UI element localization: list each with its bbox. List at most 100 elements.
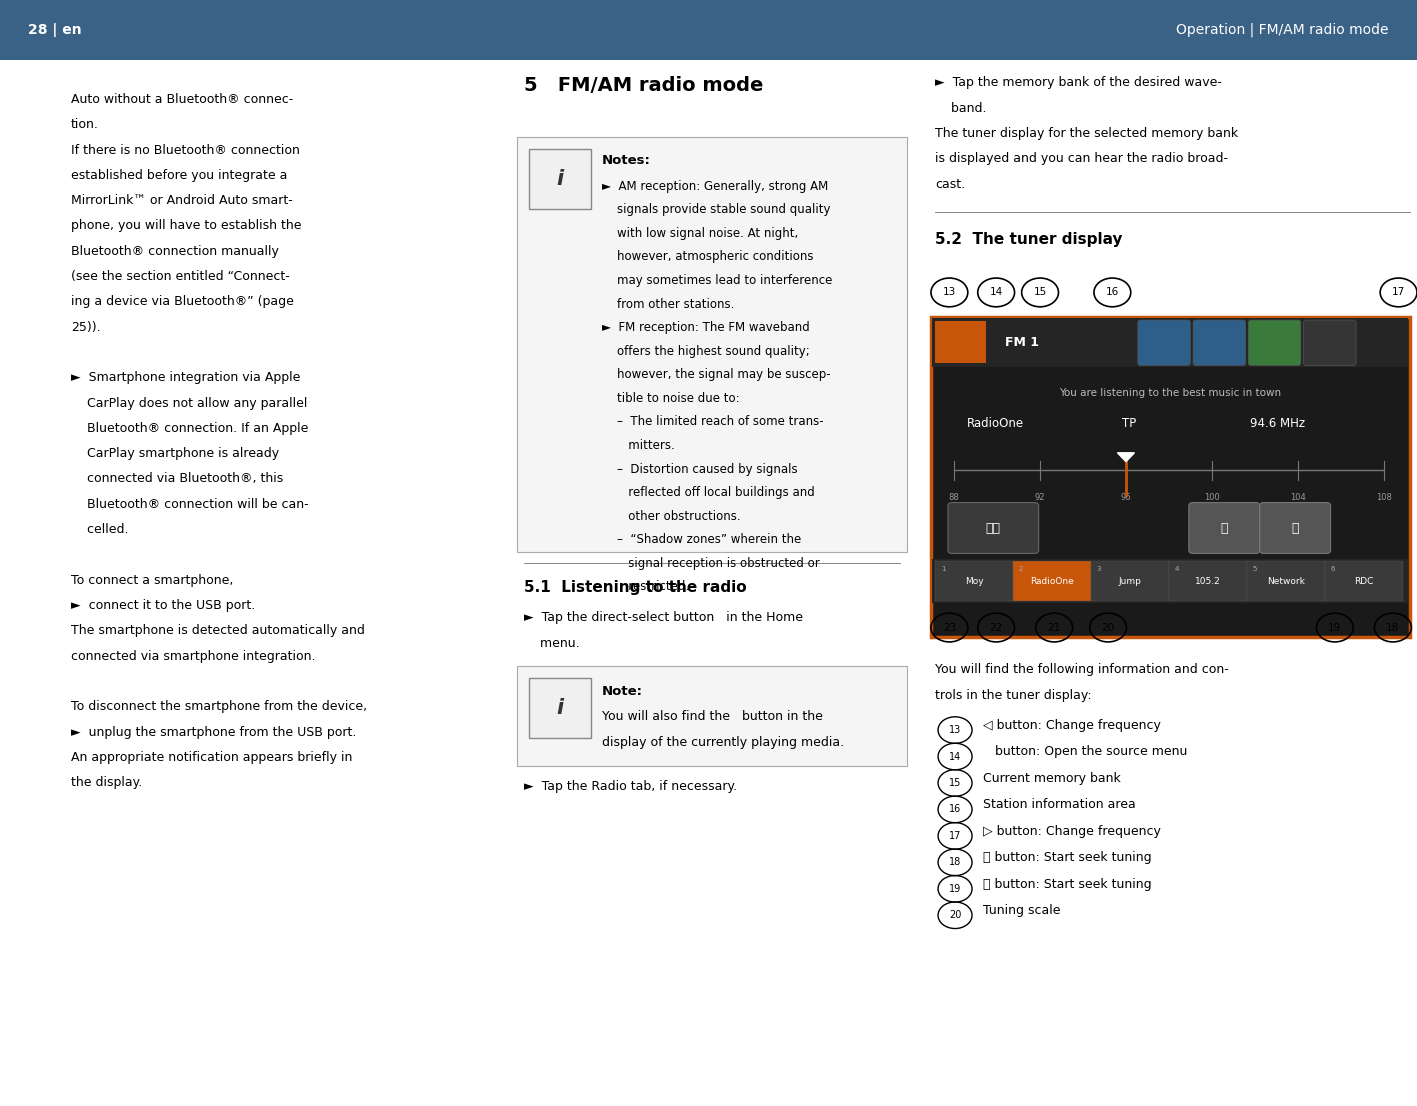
Text: Notes:: Notes: — [602, 154, 650, 167]
Text: 88: 88 — [948, 492, 959, 502]
Text: button: Open the source menu: button: Open the source menu — [983, 745, 1187, 759]
Text: You will also find the   button in the: You will also find the button in the — [602, 710, 823, 723]
Text: TP: TP — [1122, 417, 1136, 430]
Text: ⏭ button: Start seek tuning: ⏭ button: Start seek tuning — [983, 852, 1152, 864]
Text: ⏭: ⏭ — [1291, 522, 1299, 534]
Text: 105.2: 105.2 — [1195, 576, 1221, 585]
Text: Operation | FM/AM radio mode: Operation | FM/AM radio mode — [1176, 22, 1389, 38]
Text: Bluetooth® connection will be can-: Bluetooth® connection will be can- — [71, 498, 309, 511]
Text: You will find the following information and con-: You will find the following information … — [935, 662, 1229, 676]
FancyBboxPatch shape — [1248, 320, 1301, 365]
FancyBboxPatch shape — [935, 321, 986, 363]
Text: To connect a smartphone,: To connect a smartphone, — [71, 574, 234, 586]
Text: 5: 5 — [1253, 565, 1257, 572]
FancyBboxPatch shape — [935, 561, 1013, 601]
Text: The smartphone is detected automatically and: The smartphone is detected automatically… — [71, 624, 364, 637]
Text: 17: 17 — [949, 831, 961, 841]
Text: ►  AM reception: Generally, strong AM: ► AM reception: Generally, strong AM — [602, 179, 829, 192]
Text: 28 | en: 28 | en — [28, 23, 82, 36]
FancyBboxPatch shape — [517, 666, 907, 765]
FancyBboxPatch shape — [1260, 502, 1331, 553]
Text: ►  Smartphone integration via Apple: ► Smartphone integration via Apple — [71, 372, 300, 384]
Text: from other stations.: from other stations. — [602, 298, 734, 311]
Text: 21: 21 — [1047, 623, 1061, 633]
Text: other obstructions.: other obstructions. — [602, 510, 741, 523]
Text: however, the signal may be suscep-: however, the signal may be suscep- — [602, 368, 830, 382]
Text: MirrorLink™ or Android Auto smart-: MirrorLink™ or Android Auto smart- — [71, 195, 292, 207]
Text: –  The limited reach of some trans-: – The limited reach of some trans- — [602, 416, 823, 428]
Text: is displayed and you can hear the radio broad-: is displayed and you can hear the radio … — [935, 153, 1229, 165]
FancyBboxPatch shape — [1169, 561, 1247, 601]
Text: 96: 96 — [1121, 492, 1131, 502]
Text: tible to noise due to:: tible to noise due to: — [602, 392, 740, 405]
Text: the display.: the display. — [71, 776, 142, 790]
Text: menu.: menu. — [524, 637, 580, 650]
Text: 1: 1 — [941, 565, 945, 572]
Text: 20: 20 — [1101, 623, 1115, 633]
Text: trols in the tuner display:: trols in the tuner display: — [935, 689, 1093, 702]
Text: 4: 4 — [1175, 565, 1179, 572]
Text: To disconnect the smartphone from the device,: To disconnect the smartphone from the de… — [71, 700, 367, 713]
Text: tion.: tion. — [71, 118, 99, 132]
Text: 15: 15 — [1033, 288, 1047, 298]
Text: 14: 14 — [949, 751, 961, 762]
Text: mitters.: mitters. — [602, 439, 674, 452]
Polygon shape — [1118, 452, 1135, 461]
FancyBboxPatch shape — [1091, 561, 1169, 601]
Text: ⏮: ⏮ — [1220, 522, 1229, 534]
FancyBboxPatch shape — [1138, 320, 1190, 365]
Text: CarPlay smartphone is already: CarPlay smartphone is already — [71, 447, 279, 460]
Text: may sometimes lead to interference: may sometimes lead to interference — [602, 274, 833, 286]
Text: 5.1  Listening to the radio: 5.1 Listening to the radio — [524, 580, 747, 595]
FancyBboxPatch shape — [1325, 561, 1403, 601]
FancyBboxPatch shape — [932, 559, 1408, 603]
Text: 5.2  The tuner display: 5.2 The tuner display — [935, 231, 1122, 247]
FancyBboxPatch shape — [1247, 561, 1325, 601]
Text: RadioOne: RadioOne — [966, 417, 1023, 430]
Text: ▷ button: Change frequency: ▷ button: Change frequency — [983, 825, 1162, 838]
Text: cast.: cast. — [935, 178, 965, 190]
FancyBboxPatch shape — [932, 317, 1408, 366]
FancyBboxPatch shape — [1189, 502, 1260, 553]
FancyBboxPatch shape — [931, 316, 1410, 637]
Text: 104: 104 — [1291, 492, 1306, 502]
Text: Auto without a Bluetooth® connec-: Auto without a Bluetooth® connec- — [71, 93, 293, 106]
Text: 13: 13 — [949, 726, 961, 735]
Text: 18: 18 — [1386, 623, 1400, 633]
Text: 94.6 MHz: 94.6 MHz — [1250, 417, 1305, 430]
Text: RadioOne: RadioOne — [1030, 576, 1074, 585]
Text: CarPlay does not allow any parallel: CarPlay does not allow any parallel — [71, 397, 307, 409]
Text: Current memory bank: Current memory bank — [983, 772, 1121, 785]
Text: signal reception is obstructed or: signal reception is obstructed or — [602, 557, 820, 570]
Text: ⏮⏭: ⏮⏭ — [986, 522, 1000, 534]
FancyBboxPatch shape — [1304, 320, 1356, 365]
Text: 18: 18 — [949, 857, 961, 867]
Text: 100: 100 — [1204, 492, 1220, 502]
Text: ►  Tap the direct-select button   in the Home: ► Tap the direct-select button in the Ho… — [524, 612, 803, 624]
Text: 5   FM/AM radio mode: 5 FM/AM radio mode — [524, 76, 764, 95]
Text: If there is no Bluetooth® connection: If there is no Bluetooth® connection — [71, 144, 300, 157]
Text: connected via Bluetooth®, this: connected via Bluetooth®, this — [71, 472, 283, 486]
Text: –  Distortion caused by signals: – Distortion caused by signals — [602, 462, 798, 476]
Text: 92: 92 — [1034, 492, 1046, 502]
Text: 19: 19 — [949, 884, 961, 894]
Text: FM 1: FM 1 — [1005, 336, 1039, 348]
Text: Jump: Jump — [1118, 576, 1142, 585]
FancyBboxPatch shape — [1013, 561, 1091, 601]
Text: 108: 108 — [1376, 492, 1393, 502]
Text: 19: 19 — [1328, 623, 1342, 633]
Text: ◁ button: Change frequency: ◁ button: Change frequency — [983, 719, 1162, 732]
FancyBboxPatch shape — [529, 678, 591, 738]
Text: 2: 2 — [1019, 565, 1023, 572]
Text: 3: 3 — [1097, 565, 1101, 572]
Text: band.: band. — [935, 102, 986, 115]
Text: ►  Tap the memory bank of the desired wave-: ► Tap the memory bank of the desired wav… — [935, 76, 1221, 90]
Text: offers the highest sound quality;: offers the highest sound quality; — [602, 345, 811, 357]
Text: celled.: celled. — [71, 523, 129, 536]
FancyBboxPatch shape — [529, 149, 591, 209]
Text: 14: 14 — [989, 288, 1003, 298]
Text: –  “Shadow zones” wherein the: – “Shadow zones” wherein the — [602, 533, 802, 546]
Text: (see the section entitled “Connect-: (see the section entitled “Connect- — [71, 270, 289, 283]
Text: 6: 6 — [1331, 565, 1335, 572]
Text: 25)).: 25)). — [71, 321, 101, 334]
